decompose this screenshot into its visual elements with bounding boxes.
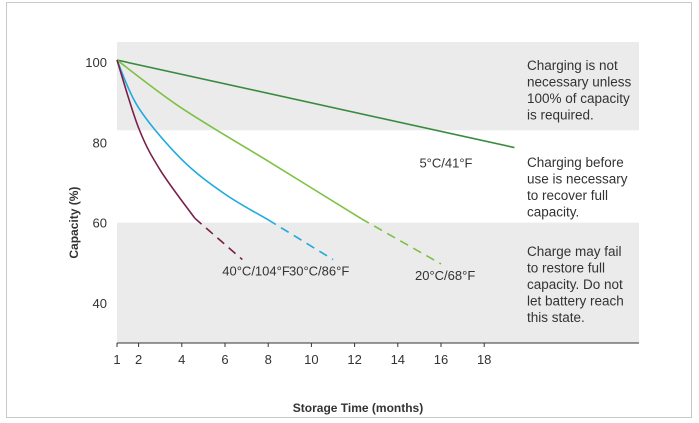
zone-note-line: to recover full — [527, 188, 608, 203]
y-tick-label: 40 — [93, 296, 107, 311]
y-tick-label: 60 — [93, 216, 107, 231]
zone-note-line: Charge may fail — [527, 244, 622, 259]
series-line-dashed-1 — [360, 217, 442, 265]
x-tick-label: 1 — [113, 352, 120, 367]
zone-note-line: capacity. Do not — [527, 277, 623, 292]
zone-note-line: this state. — [527, 310, 585, 325]
zone-note: Charging before use is necessary to recove… — [527, 155, 628, 220]
zone-note-line: necessary unless — [527, 75, 632, 90]
y-axis-title: Capacity (%) — [67, 187, 81, 259]
series-labels: 5°C/41°F 20°C/68°F 30°C/86°F40°C/104°F — [222, 156, 475, 283]
x-tick-label: 12 — [347, 352, 361, 367]
series-line-3 — [116, 59, 196, 219]
zone-bands — [117, 42, 639, 343]
tick-labels: 1 2 4 6 8 10 12 14 16 18 40 60 80 100 — [85, 55, 491, 367]
zone-band-0 — [117, 42, 639, 131]
zone-note: Charge may fail to restore full capacity. … — [527, 244, 624, 325]
zone-band-2 — [117, 222, 639, 343]
zone-notes: Charging is not necessary unless 100% of c… — [527, 58, 632, 325]
zone-note-line: Charging is not — [527, 58, 618, 73]
zone-note-line: is required. — [527, 108, 594, 123]
zone-note-line: 100% of capacity — [527, 91, 630, 106]
zone-note-line: Charging before — [527, 155, 624, 170]
zone-note-line: use is necessary — [527, 172, 628, 187]
zone-note-line: let battery reach — [527, 294, 624, 309]
x-tick-label: 8 — [265, 352, 272, 367]
zone-note-line: to restore full — [527, 261, 605, 276]
x-tick-label: 16 — [434, 352, 448, 367]
series-line-2 — [116, 59, 269, 221]
series-line-dashed-3 — [194, 217, 243, 261]
x-axis-title: Storage Time (months) — [293, 401, 423, 415]
x-tick-label: 4 — [178, 352, 185, 367]
x-tick-label: 18 — [477, 352, 491, 367]
series-label: 30°C/86°F — [289, 264, 349, 279]
y-tick-label: 100 — [85, 55, 107, 70]
x-tick-label: 6 — [221, 352, 228, 367]
series-label: 5°C/41°F — [419, 156, 472, 171]
series-line-1 — [116, 59, 362, 220]
x-tick-label: 2 — [135, 352, 142, 367]
chart-frame — [6, 2, 692, 418]
series-label: 20°C/68°F — [415, 268, 475, 283]
series-lines — [116, 59, 515, 265]
zone-note: Charging is not necessary unless 100% of c… — [527, 58, 632, 123]
series-line-0 — [116, 59, 515, 149]
x-tick-label: 14 — [391, 352, 405, 367]
zone-note-line: capacity. — [527, 205, 579, 220]
x-tick-label: 10 — [304, 352, 318, 367]
series-label: 40°C/104°F — [222, 264, 290, 279]
y-tick-label: 80 — [93, 135, 107, 150]
series-line-dashed-2 — [267, 219, 334, 261]
